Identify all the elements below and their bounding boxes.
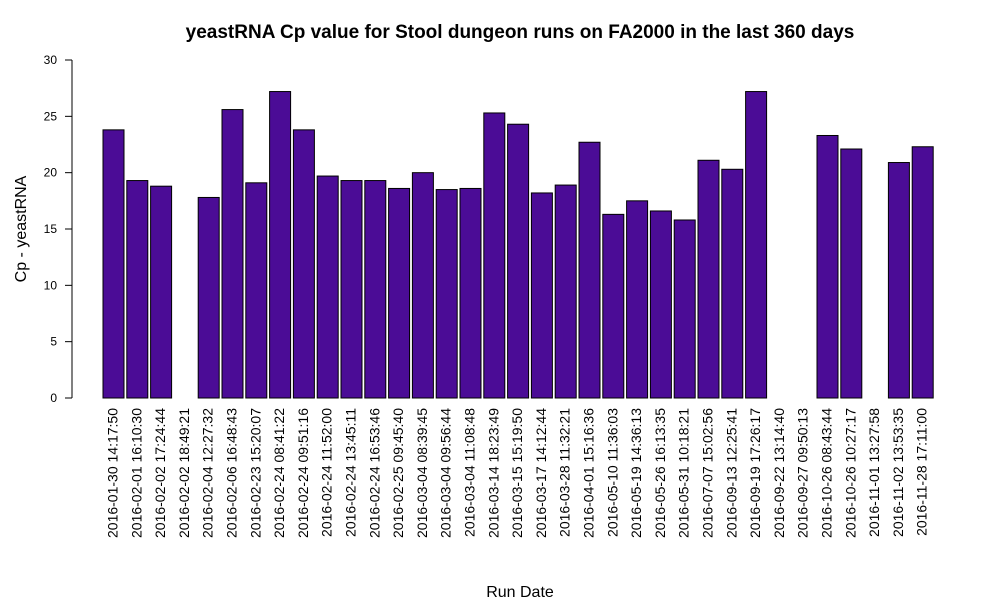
x-tick-label: 2016-02-25 09:45:40	[390, 408, 406, 538]
bar	[292, 129, 315, 399]
y-axis-label: Cp - yeastRNA	[13, 175, 30, 282]
x-tick-label: 2016-02-23 15:20:07	[247, 408, 263, 538]
x-tick-label: 2016-02-24 11:52:00	[319, 408, 335, 537]
y-tick-label: 30	[44, 53, 58, 67]
x-tick-label: 2016-03-14 18:23:49	[485, 408, 501, 538]
x-tick-label: 2016-02-24 16:53:46	[366, 408, 382, 538]
x-tick-label: 2016-10-26 10:27:17	[842, 408, 858, 538]
bar	[816, 134, 839, 399]
y-tick-label: 20	[44, 166, 58, 180]
x-tick-label: 2016-01-30 14:17:50	[105, 408, 121, 538]
bar	[150, 185, 173, 399]
x-tick-label: 2016-03-17 14:12:44	[533, 408, 549, 538]
bar	[840, 148, 863, 399]
bar	[102, 129, 125, 399]
bar	[245, 182, 268, 399]
x-tick-label: 2016-02-04 12:27:32	[200, 408, 216, 538]
x-tick-label: 2016-02-06 16:48:43	[224, 408, 240, 538]
y-tick-label: 0	[50, 391, 57, 405]
bar	[602, 213, 625, 399]
x-tick-label: 2016-05-19 14:36:13	[628, 408, 644, 538]
chart-title: yeastRNA Cp value for Stool dungeon runs…	[186, 22, 855, 43]
x-tick-label: 2016-07-07 15:02:56	[700, 408, 716, 538]
x-tick-label: 2016-11-01 13:27:58	[866, 408, 882, 537]
bar	[673, 219, 696, 399]
x-tick-label: 2016-02-24 13:45:11	[343, 408, 359, 537]
y-axis: 0 5 10 15 20 25 30	[44, 53, 73, 405]
x-tick-label: 2016-05-26 16:13:35	[652, 408, 668, 538]
bar	[530, 192, 553, 399]
bar	[721, 168, 744, 399]
x-tick-label: 2016-02-02 17:24:44	[152, 408, 168, 538]
bar	[435, 189, 458, 399]
bar	[459, 187, 482, 399]
bar	[411, 172, 434, 399]
x-tick-label: 2016-02-24 08:41:22	[271, 408, 287, 538]
bar	[221, 109, 244, 399]
bars	[102, 91, 934, 399]
bar	[340, 180, 363, 399]
x-tick-label: 2016-03-04 09:56:44	[438, 408, 454, 538]
x-tick-labels: 2016-01-30 14:17:50 2016-02-01 16:10:30 20…	[105, 408, 930, 538]
x-tick-label: 2016-09-22 13:14:40	[771, 408, 787, 538]
y-tick-label: 5	[50, 335, 57, 349]
bar	[316, 175, 339, 399]
x-tick-label: 2016-03-15 15:19:50	[509, 408, 525, 538]
x-tick-label: 2016-11-02 13:53:35	[890, 408, 906, 537]
bar	[697, 159, 720, 399]
bar	[269, 91, 292, 399]
x-tick-label: 2016-03-04 08:39:45	[414, 408, 430, 538]
bar	[197, 196, 220, 399]
bar	[626, 200, 649, 399]
x-tick-label: 2016-05-31 10:18:21	[676, 408, 692, 538]
x-tick-label: 2016-04-01 15:16:36	[581, 408, 597, 538]
bar	[911, 146, 934, 399]
x-tick-label: 2016-02-01 16:10:30	[128, 408, 144, 538]
x-tick-label: 2016-05-10 11:36:03	[604, 408, 620, 537]
y-tick-label: 15	[44, 222, 58, 236]
bar	[578, 141, 601, 399]
bar	[554, 184, 577, 399]
bar	[126, 180, 149, 399]
x-tick-label: 2016-02-02 18:49:21	[176, 408, 192, 538]
x-tick-label: 2016-02-24 09:51:16	[295, 408, 311, 538]
bar	[364, 180, 387, 399]
x-tick-label: 2016-10-26 08:43:44	[819, 408, 835, 538]
x-tick-label: 2016-09-13 12:25:41	[723, 408, 739, 538]
bar	[887, 162, 910, 399]
y-tick-label: 25	[44, 109, 58, 123]
x-tick-label: 2016-09-27 09:50:13	[795, 408, 811, 538]
x-tick-label: 2016-03-28 11:32:21	[557, 408, 573, 537]
x-tick-label: 2016-03-04 11:08:48	[462, 408, 478, 537]
bar	[507, 123, 530, 399]
bar	[388, 187, 411, 399]
bar	[649, 210, 672, 399]
x-tick-label: 2016-11-28 17:11:00	[914, 408, 930, 536]
bar	[483, 112, 506, 399]
bar	[745, 91, 768, 399]
x-tick-label: 2016-09-19 17:26:17	[747, 408, 763, 538]
y-tick-label: 10	[44, 278, 58, 292]
x-axis-label: Run Date	[486, 584, 554, 600]
